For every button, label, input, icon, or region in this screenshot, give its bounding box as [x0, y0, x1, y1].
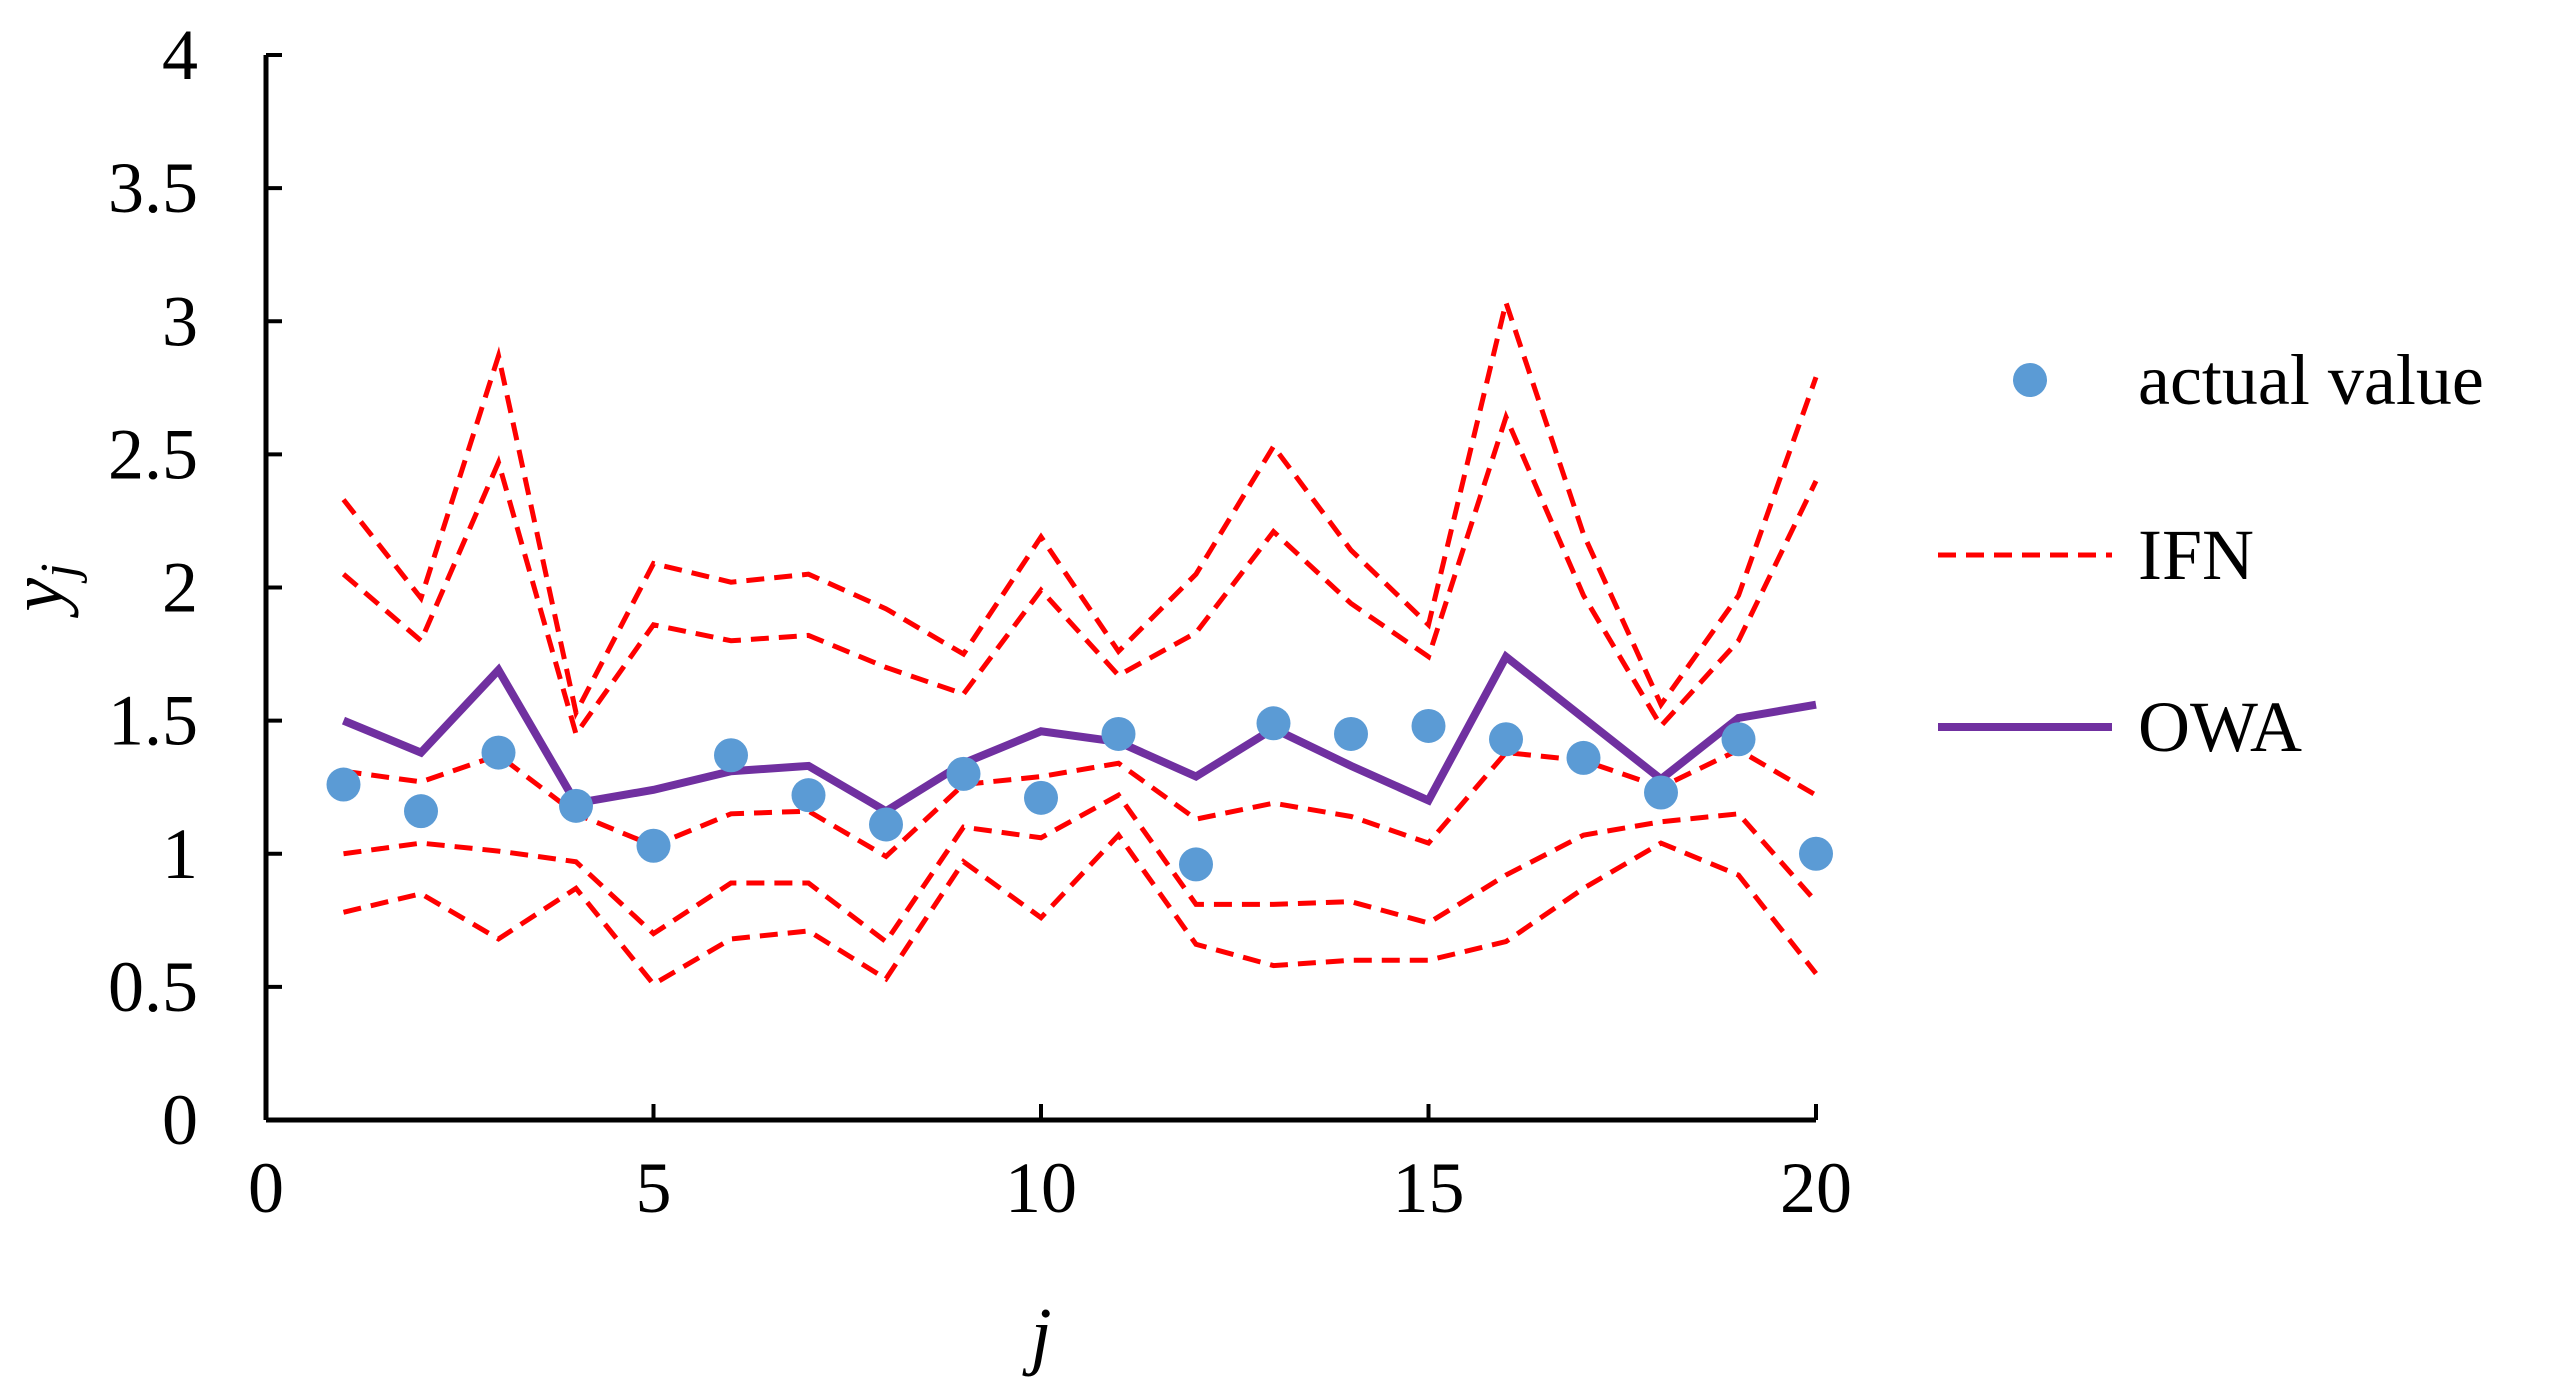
x-tick-label: 20: [1780, 1148, 1852, 1228]
y-tick-label: 3.5: [108, 148, 198, 228]
ifn-bound-line-2: [341, 410, 1819, 740]
actual-value-point: [1644, 775, 1678, 810]
x-tick-label: 10: [1005, 1148, 1077, 1228]
y-tick-label: 0: [162, 1080, 198, 1160]
y-tick-label: 4: [162, 15, 198, 95]
actual-value-point: [791, 778, 826, 813]
ticks: 0 5 10 15 20 0 0.5 1 1.5 2 2.5 3 3.5 4: [108, 15, 1852, 1228]
actual-value-point: [1101, 716, 1136, 751]
x-axis-title: j: [1021, 1293, 1051, 1377]
y-axis-title-subscript: j: [31, 563, 88, 583]
legend: actual value IFN OWA: [1938, 340, 2484, 767]
actual-value-point: [481, 735, 516, 770]
actual-value-point: [1179, 847, 1213, 882]
legend-marker-actual-value: [2013, 363, 2047, 397]
y-tick-label: 2.5: [108, 414, 198, 494]
legend-label: IFN: [2138, 515, 2254, 595]
actual-value-point: [326, 767, 361, 802]
actual-value-point: [636, 828, 671, 863]
actual-value-point: [1411, 708, 1446, 743]
y-tick-label: 1.5: [108, 681, 198, 761]
actual-value-point: [559, 788, 593, 823]
y-tick-label: 0.5: [108, 947, 198, 1027]
actual-value-point: [1566, 740, 1601, 775]
y-axis-title: yj: [0, 563, 88, 618]
plot-area: [326, 293, 1833, 988]
actual-value-point: [404, 794, 438, 829]
legend-label: actual value: [2138, 340, 2484, 420]
legend-label: OWA: [2138, 687, 2302, 767]
actual-value-point: [714, 738, 748, 773]
x-tick-label: 5: [636, 1148, 672, 1228]
owa-series-line: [341, 650, 1817, 816]
actual-value-point: [1721, 722, 1756, 757]
ifn-bound-line-1: [341, 293, 1819, 720]
ifn-bound-line-4: [343, 791, 1818, 946]
x-tick-label: 15: [1393, 1148, 1465, 1228]
ifn-bound-line-5: [342, 831, 1818, 988]
x-tick-label: 0: [248, 1148, 284, 1228]
actual-value-point: [1489, 722, 1523, 757]
actual-value-point: [1024, 780, 1058, 815]
actual-value-point: [946, 756, 981, 791]
y-tick-label: 2: [162, 548, 198, 628]
y-tick-label: 1: [162, 814, 198, 894]
actual-value-point: [1256, 706, 1291, 741]
y-tick-label: 3: [162, 281, 198, 361]
y-axis-title-main: y: [0, 578, 79, 619]
actual-value-point: [1799, 836, 1833, 871]
actual-value-point: [869, 807, 903, 842]
actual-value-point: [1334, 716, 1368, 751]
